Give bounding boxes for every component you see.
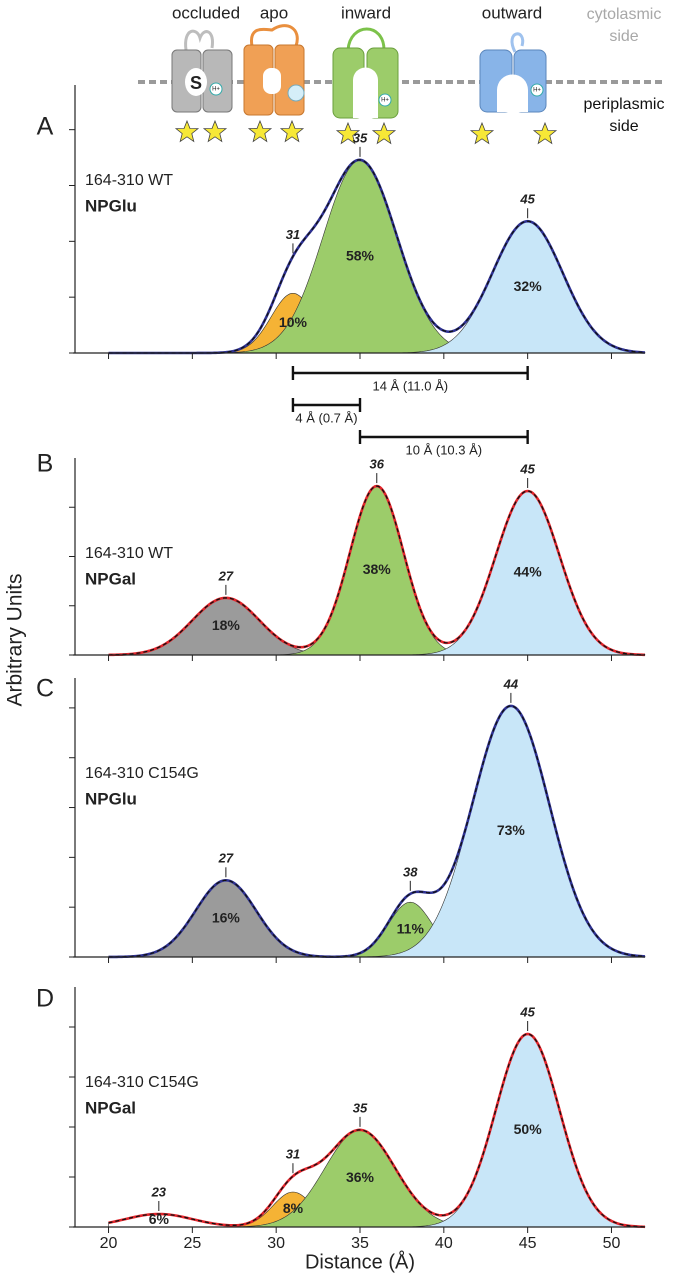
percent-label: 73% [497,822,526,838]
state-label: apo [260,3,288,22]
star [175,120,199,142]
peak-label: 35 [353,130,368,145]
percent-label: 38% [363,561,392,577]
x-tick-label: 40 [435,1235,453,1252]
loop [250,24,299,47]
star [203,120,227,142]
cartoon: S H+ H+ H+ occluded apo inward outwar [138,3,664,144]
peak-label: 31 [286,227,300,242]
peak-label: 35 [353,1100,368,1115]
x-tick-label: 50 [603,1235,621,1252]
side-label: periplasmic side [583,96,665,135]
peak-label: 31 [286,1147,300,1162]
distance-label: 14 Å (11.0 Å) [372,378,448,393]
proton: H+ [212,87,220,93]
loop [346,27,386,51]
x-axis-label: Distance (Å) [305,1250,415,1273]
proton: H+ [533,88,541,94]
peak-label: 38 [403,864,418,879]
peak-label: 27 [218,568,234,583]
distance-label: 4 Å (0.7 Å) [295,410,357,425]
proton-site [530,83,544,97]
distance-label: 10 Å (10.3 Å) [406,442,483,457]
cavity [353,67,378,118]
loop [184,29,215,51]
proton-site [378,93,392,107]
proton-site [287,84,305,102]
star [248,120,272,142]
percent-label: 44% [514,564,543,580]
x-tick-label: 20 [100,1235,118,1252]
percent-label: 18% [212,617,241,633]
fit-curve [108,1033,646,1228]
peak-label: 45 [519,192,535,207]
peak-label: 45 [519,1004,535,1019]
percent-label: 8% [283,1200,304,1216]
substrate: S [190,73,202,93]
star [470,122,494,144]
y-axis-label: Arbitrary Units [4,573,27,706]
panel-letter: A [37,113,54,141]
cavity [185,68,207,96]
sample-label: 164-310 WT [85,545,173,562]
peak-label: 27 [218,851,234,866]
star [372,122,396,144]
percent-label: 16% [212,909,241,925]
sample-label: 164-310 C154G [85,1074,199,1091]
fit-curve [108,485,646,656]
percent-label: 58% [346,247,375,263]
panel-letter: B [37,450,54,478]
state-label: occluded [172,3,240,22]
percent-label: 32% [514,278,543,294]
x-tick-label: 45 [519,1235,537,1252]
panel-letter: C [36,675,54,703]
fit-curve [108,705,646,958]
proton-site [209,82,223,96]
sample-label: 164-310 C154G [85,765,199,782]
ligand-label: NPGlu [85,789,137,808]
peak-label: 36 [370,457,385,472]
x-tick-label: 30 [267,1235,285,1252]
fit-curve [108,159,646,354]
cavity [497,74,528,112]
x-tick-label: 35 [351,1235,369,1252]
proton: H+ [381,98,389,104]
star [280,120,304,142]
side-label: cytolasmic side [586,6,662,45]
peak-label: 44 [503,676,519,691]
state-label: outward [482,3,542,22]
percent-label: 36% [346,1169,375,1185]
domain [202,49,233,113]
cavity [263,68,281,94]
percent-label: 50% [514,1121,543,1137]
panel-letter: D [36,985,54,1013]
ligand-label: NPGal [85,1098,136,1117]
peak-label: 23 [151,1184,167,1199]
star [533,122,557,144]
peak-label: 45 [519,461,535,476]
ligand-label: NPGal [85,569,136,588]
percent-label: 11% [397,920,425,936]
sample-label: 164-310 WT [85,172,173,189]
loop [510,32,525,53]
percent-label: 6% [149,1211,170,1227]
percent-label: 10% [279,314,308,330]
x-tick-label: 25 [183,1235,201,1252]
ligand-label: NPGlu [85,196,137,215]
state-label: inward [341,3,391,22]
